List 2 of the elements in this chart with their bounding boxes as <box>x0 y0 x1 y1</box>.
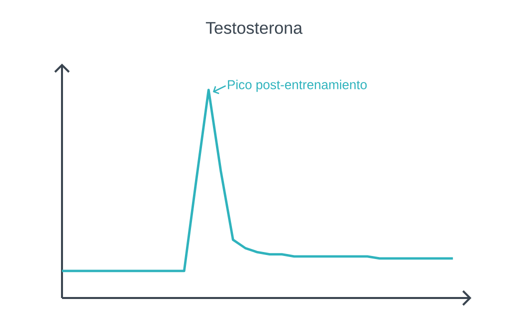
annotation: Pico post-entrenamiento <box>228 80 367 92</box>
chart-title: Testosterona <box>206 22 302 34</box>
